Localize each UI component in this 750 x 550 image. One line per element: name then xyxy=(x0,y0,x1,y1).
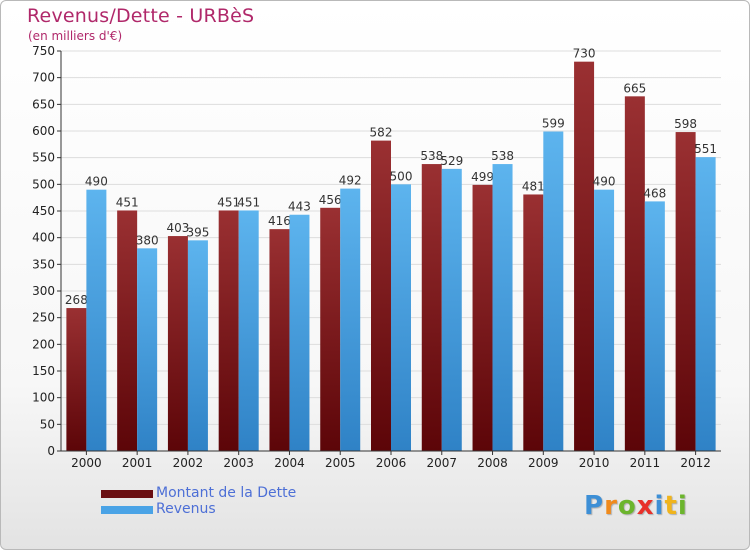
debt-bar xyxy=(523,194,544,451)
revenue-bar xyxy=(238,210,259,451)
revenue-bar-value-label: 490 xyxy=(593,175,616,189)
x-tick-label: 2002 xyxy=(173,456,204,470)
debt-bar-value-label: 403 xyxy=(166,221,189,235)
x-tick-label: 2009 xyxy=(528,456,559,470)
x-tick-label: 2011 xyxy=(630,456,661,470)
debt-bar-value-label: 499 xyxy=(471,170,494,184)
legend-swatch-revenue xyxy=(101,506,153,514)
debt-bar-value-label: 451 xyxy=(116,195,139,209)
debt-bar xyxy=(66,308,87,451)
debt-bar xyxy=(117,210,138,451)
x-tick-label: 2010 xyxy=(579,456,610,470)
revenue-bar xyxy=(543,131,564,452)
debt-bar-value-label: 538 xyxy=(420,149,443,163)
debt-bar xyxy=(167,236,188,451)
revenue-bar-value-label: 451 xyxy=(237,195,260,209)
debt-bar xyxy=(624,96,645,451)
x-tick-label: 2000 xyxy=(71,456,102,470)
revenue-bar xyxy=(187,240,208,451)
revenue-bar xyxy=(289,214,310,451)
y-tick-label: 200 xyxy=(32,337,55,351)
revenue-bar xyxy=(695,157,716,451)
debt-bar-value-label: 451 xyxy=(217,195,240,209)
y-tick-label: 550 xyxy=(32,151,55,165)
logo-letter: P xyxy=(584,491,605,521)
debt-bar xyxy=(218,210,239,451)
y-tick-label: 150 xyxy=(32,364,55,378)
x-tick-label: 2007 xyxy=(426,456,457,470)
logo-letter: x xyxy=(636,491,655,521)
x-tick-label: 2008 xyxy=(477,456,508,470)
revenue-bar-value-label: 551 xyxy=(694,142,717,156)
x-tick-label: 2005 xyxy=(325,456,356,470)
revenue-bar xyxy=(492,164,513,452)
y-tick-label: 600 xyxy=(32,124,55,138)
revenue-bar-value-label: 468 xyxy=(643,186,666,200)
debt-bar-value-label: 416 xyxy=(268,214,291,228)
revenue-bar-value-label: 443 xyxy=(288,200,311,214)
x-tick-label: 2006 xyxy=(376,456,407,470)
revenue-bar xyxy=(340,188,361,451)
chart-subtitle: (en milliers d'€) xyxy=(28,29,123,43)
debt-bar xyxy=(320,207,341,451)
revenue-bar-value-label: 395 xyxy=(186,225,209,239)
revenue-bar xyxy=(137,248,158,451)
revenue-bar-value-label: 380 xyxy=(136,233,159,247)
x-tick-label: 2004 xyxy=(274,456,305,470)
y-tick-label: 300 xyxy=(32,284,55,298)
y-tick-label: 400 xyxy=(32,231,55,245)
y-tick-label: 450 xyxy=(32,204,55,218)
debt-bar-value-label: 730 xyxy=(573,47,596,61)
proxiti-logo: Proxiti xyxy=(584,491,688,521)
y-tick-label: 350 xyxy=(32,257,55,271)
revenue-bar xyxy=(644,201,665,451)
legend-swatch-debt xyxy=(101,490,153,498)
debt-bar xyxy=(371,140,391,451)
logo-letter: i xyxy=(654,491,665,521)
legend-label-revenue: Revenus xyxy=(156,501,216,517)
revenue-bar-value-label: 538 xyxy=(491,149,514,163)
y-tick-label: 250 xyxy=(32,311,55,325)
debt-bar-value-label: 598 xyxy=(674,117,697,131)
y-tick-label: 650 xyxy=(32,97,55,111)
y-tick-label: 100 xyxy=(32,391,55,405)
revenue-bar-value-label: 492 xyxy=(339,174,362,188)
revenue-bar xyxy=(391,184,411,452)
debt-bar xyxy=(421,164,442,452)
revenue-bar-value-label: 529 xyxy=(440,154,463,168)
debt-bar-value-label: 456 xyxy=(319,193,342,207)
y-tick-label: 50 xyxy=(40,417,55,431)
debt-bar-value-label: 582 xyxy=(370,126,393,140)
revenue-bar-value-label: 599 xyxy=(542,117,565,131)
debt-bar xyxy=(269,229,290,451)
chart-title: Revenus/Dette - URBèS xyxy=(27,5,255,27)
revenue-bar xyxy=(441,168,462,451)
y-tick-label: 750 xyxy=(32,44,55,58)
y-tick-label: 700 xyxy=(32,71,55,85)
debt-bar-value-label: 665 xyxy=(623,81,646,95)
debt-bar xyxy=(675,132,696,452)
y-tick-label: 500 xyxy=(32,177,55,191)
x-tick-label: 2012 xyxy=(680,456,711,470)
revenue-bar-value-label: 500 xyxy=(390,169,413,183)
debt-bar xyxy=(574,61,595,452)
revenue-bar-value-label: 490 xyxy=(85,175,108,189)
revenue-bar xyxy=(594,189,615,451)
logo-letter: r xyxy=(604,491,618,521)
debt-bar-value-label: 268 xyxy=(65,293,88,307)
debt-bar-value-label: 481 xyxy=(522,179,545,193)
logo-letter: o xyxy=(617,491,637,521)
logo-letter: i xyxy=(677,491,688,521)
y-tick-label: 0 xyxy=(47,444,55,458)
logo-letter: t xyxy=(664,491,678,521)
x-tick-label: 2001 xyxy=(122,456,153,470)
revenue-bar xyxy=(86,189,107,451)
debt-bar xyxy=(472,184,493,451)
legend-label-debt: Montant de la Dette xyxy=(156,485,297,501)
x-tick-label: 2003 xyxy=(223,456,254,470)
